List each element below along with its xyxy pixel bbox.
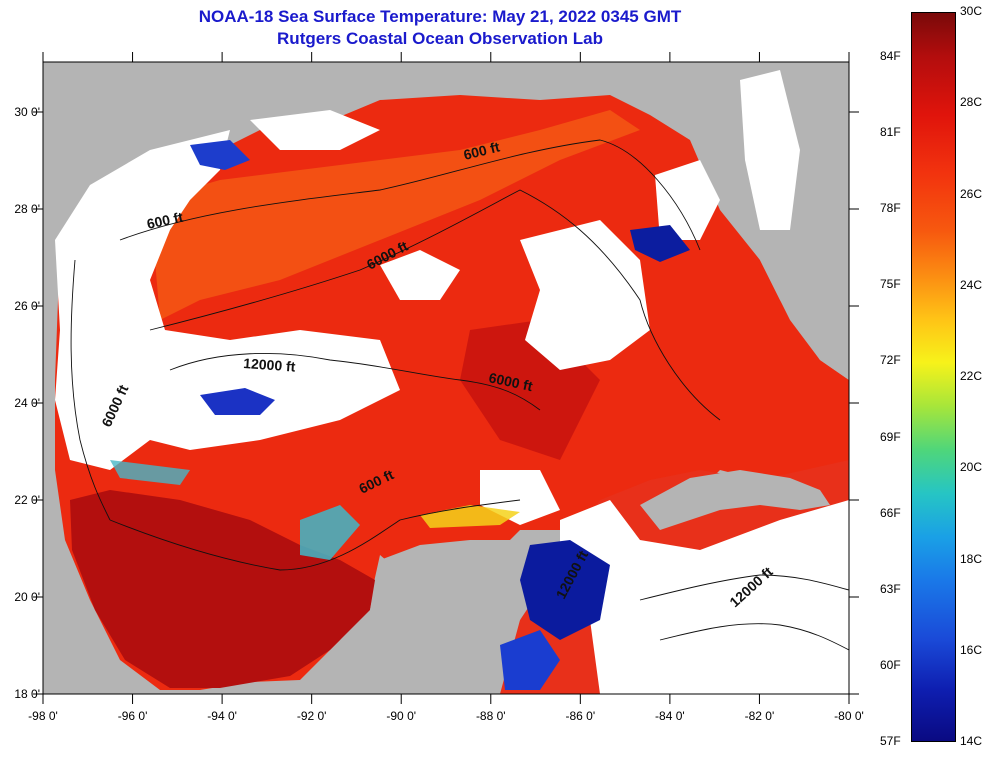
contour-600ft-north bbox=[119, 139, 701, 251]
colorbar-celsius-label: 14C bbox=[960, 734, 983, 748]
cloud-southeast bbox=[560, 500, 849, 694]
contour-600ft-south bbox=[109, 499, 521, 571]
colorbar-celsius-label: 16C bbox=[960, 642, 983, 657]
colorbar-celsius-label: 22C bbox=[960, 369, 983, 383]
cloud-north bbox=[250, 110, 380, 150]
colorbar-celsius-label: 30C bbox=[960, 4, 983, 18]
colorbar-fahrenheit-label: 57F bbox=[880, 734, 901, 748]
contour-6000ft bbox=[149, 189, 721, 421]
cloud-florida bbox=[740, 70, 800, 230]
cold-patch-west bbox=[200, 388, 275, 415]
lat-tick-label: 18 0' bbox=[14, 687, 40, 701]
lon-tick-label: -80 0' bbox=[834, 709, 864, 723]
colorbar-fahrenheit-label: 60F bbox=[880, 657, 901, 672]
cold-patch-northwest bbox=[190, 140, 250, 170]
contour-caribbean bbox=[639, 574, 849, 601]
lon-tick-label: -98 0' bbox=[28, 709, 58, 723]
contour-label: 12000 ft bbox=[243, 355, 296, 375]
lat-tick-label: 24 0' bbox=[14, 396, 40, 410]
lon-tick-label: -86 0' bbox=[566, 709, 596, 723]
lon-tick-label: -96 0' bbox=[118, 709, 148, 723]
cloud-northeast bbox=[655, 160, 720, 240]
colorbar-fahrenheit-label: 63F bbox=[880, 581, 901, 596]
lon-tick-label: -94 0' bbox=[207, 709, 237, 723]
colorbar-fahrenheit-label: 81F bbox=[880, 125, 901, 140]
colorbar-fahrenheit-label: 84F bbox=[880, 49, 901, 63]
colorbar-fahrenheit-label: 72F bbox=[880, 353, 901, 368]
temperature-colorbar bbox=[911, 12, 956, 742]
cyan-streak-south bbox=[300, 505, 360, 560]
cyan-streak-west bbox=[110, 460, 190, 485]
cloud-east bbox=[520, 220, 650, 370]
lat-tick-label: 26 0' bbox=[14, 299, 40, 313]
colorbar-fahrenheit-label: 78F bbox=[880, 201, 901, 216]
contour-caribbean-2 bbox=[659, 623, 849, 651]
cold-patch-northeast bbox=[630, 225, 690, 262]
colorbar-celsius-label: 20C bbox=[960, 460, 983, 475]
lon-tick-label: -90 0' bbox=[386, 709, 416, 723]
colorbar-celsius-label: 24C bbox=[960, 277, 983, 292]
hot-water-south bbox=[70, 490, 375, 688]
axis-ticks: -98 0' -96 0' -94 0' -92 0' -90 0' -88 0' -86 … bbox=[14, 52, 864, 723]
cold-patch-yucatan-coast bbox=[500, 630, 560, 690]
lon-tick-label: -92 0' bbox=[297, 709, 327, 723]
cold-patch-campeche bbox=[520, 540, 610, 640]
colorbar-celsius-label: 28C bbox=[960, 95, 983, 110]
lat-tick-label: 28 0' bbox=[14, 202, 40, 216]
map-border bbox=[42, 61, 850, 695]
cloud-central bbox=[380, 250, 460, 300]
yucatan-land bbox=[370, 540, 545, 694]
lon-tick-label: -88 0' bbox=[476, 709, 506, 723]
map-frame-content bbox=[43, 62, 849, 694]
colorbar-fahrenheit-label: 66F bbox=[880, 505, 901, 520]
cuba-land bbox=[640, 470, 830, 530]
shelf-water bbox=[150, 110, 640, 320]
lon-tick-label: -82 0' bbox=[745, 709, 775, 723]
map-subtitle: Rutgers Coastal Ocean Observation Lab bbox=[277, 29, 603, 48]
contour-6000ft-west bbox=[70, 259, 111, 521]
colorbar-celsius-label: 18C bbox=[960, 551, 983, 566]
lon-tick-label: -84 0' bbox=[655, 709, 685, 723]
cloud-west bbox=[55, 130, 400, 470]
lat-tick-label: 30 0' bbox=[14, 105, 40, 119]
lat-tick-label: 20 0' bbox=[14, 590, 40, 604]
colorbar-fahrenheit-label: 69F bbox=[880, 429, 901, 444]
map-title: NOAA-18 Sea Surface Temperature: May 21,… bbox=[198, 7, 682, 26]
contour-label: 600 ft bbox=[145, 209, 184, 232]
contour-12000ft bbox=[169, 353, 541, 411]
colorbar-fahrenheit-label: 75F bbox=[880, 277, 901, 292]
lat-tick-label: 22 0' bbox=[14, 493, 40, 507]
colorbar-celsius-label: 26C bbox=[960, 186, 983, 201]
